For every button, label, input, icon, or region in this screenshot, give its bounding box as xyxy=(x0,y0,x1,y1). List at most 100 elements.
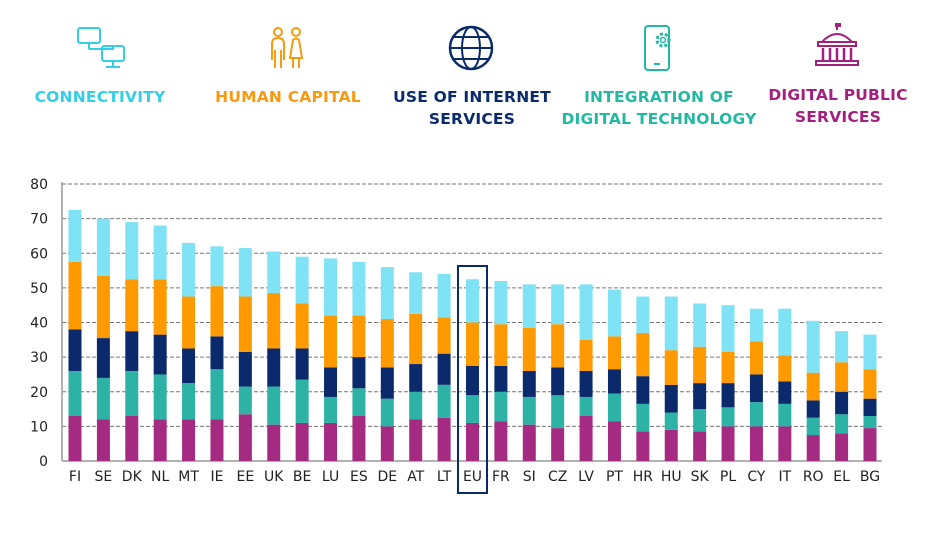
legend-label: INTEGRATION OF xyxy=(584,88,734,106)
x-tick-label: DK xyxy=(122,469,143,485)
bar-segment-hu-1 xyxy=(664,412,678,430)
bar-segment-hr-0 xyxy=(636,431,650,461)
bar-segment-de-0 xyxy=(380,426,394,461)
bar-segment-ie-0 xyxy=(210,419,224,461)
bar-segment-uk-1 xyxy=(267,386,281,425)
bar-segment-hu-0 xyxy=(664,429,678,461)
people-icon xyxy=(271,27,304,68)
legend-label: SERVICES xyxy=(794,108,882,126)
bar-segment-pt-4 xyxy=(607,289,621,337)
bar-segment-de-3 xyxy=(380,319,394,368)
bar-segment-mt-1 xyxy=(182,383,196,420)
bar-segment-de-4 xyxy=(380,267,394,320)
bar-segment-dk-1 xyxy=(125,370,139,416)
bar-segment-at-2 xyxy=(409,364,423,392)
legend-item-digital-public-services: DIGITAL PUBLIC SERVICES xyxy=(728,22,940,128)
x-tick-label: AT xyxy=(407,469,424,485)
x-tick-label: HU xyxy=(661,469,682,485)
x-tick-label: CZ xyxy=(548,469,567,485)
bar-segment-nl-4 xyxy=(153,225,167,280)
bar-segment-fr-2 xyxy=(494,365,508,392)
legend-label: HUMAN CAPITAL xyxy=(215,88,361,106)
bar-segment-lt-1 xyxy=(437,384,451,418)
bar-segment-ie-3 xyxy=(210,286,224,337)
x-tick-label: LT xyxy=(437,469,452,485)
bar-segment-dk-2 xyxy=(125,331,139,371)
x-tick-label: BE xyxy=(293,469,311,485)
bar-segment-bg-0 xyxy=(863,428,877,461)
bar-segment-ee-4 xyxy=(238,248,252,297)
bar-segment-cz-3 xyxy=(551,324,565,368)
bar-segment-be-4 xyxy=(295,256,309,304)
legend-label: DIGITAL TECHNOLOGY xyxy=(561,110,757,128)
bar-segment-it-3 xyxy=(778,355,792,382)
bar-segment-lt-0 xyxy=(437,417,451,461)
x-tick-label: UK xyxy=(264,469,284,485)
bar-segment-si-0 xyxy=(522,424,536,461)
bar-segment-dk-4 xyxy=(125,222,139,280)
bar-segment-si-1 xyxy=(522,396,536,425)
bar-segment-at-0 xyxy=(409,419,423,461)
bar-segment-pt-0 xyxy=(607,421,621,461)
bar-segment-pt-2 xyxy=(607,369,621,394)
bar-segment-eu-0 xyxy=(466,422,479,461)
bar-segment-nl-0 xyxy=(153,419,167,461)
y-tick-label: 50 xyxy=(30,281,48,297)
bar-segment-lt-2 xyxy=(437,353,451,385)
x-tick-label: SE xyxy=(95,469,113,485)
bar-segment-hr-4 xyxy=(636,296,650,333)
bar-segment-ro-1 xyxy=(806,417,820,436)
bar-segment-hu-4 xyxy=(664,296,678,351)
x-tick-label: ES xyxy=(350,469,368,485)
bar-segment-cz-2 xyxy=(551,367,565,396)
y-tick-label: 0 xyxy=(39,454,48,470)
x-tick-label: LV xyxy=(578,469,594,485)
bar-segment-se-1 xyxy=(96,377,110,420)
bar-segment-el-1 xyxy=(835,414,849,434)
x-tick-label: EU xyxy=(463,469,482,485)
x-tick-label: CY xyxy=(747,469,766,485)
bar-segment-eu-3 xyxy=(466,322,479,366)
bar-segment-cz-4 xyxy=(551,284,565,325)
bar-segment-nl-1 xyxy=(153,374,167,420)
y-tick-label: 40 xyxy=(30,316,48,332)
bar-segment-lt-4 xyxy=(437,274,451,318)
bar-segment-fr-1 xyxy=(494,391,508,422)
bar-segment-lu-4 xyxy=(324,258,338,316)
phone-gear-icon xyxy=(644,25,671,71)
bar-segment-lv-4 xyxy=(579,284,593,340)
bar-segment-be-3 xyxy=(295,303,309,349)
bar-segment-se-4 xyxy=(96,218,110,276)
x-tick-label: FR xyxy=(492,469,510,485)
bar-segment-fr-4 xyxy=(494,280,508,325)
x-tick-label: DE xyxy=(378,469,398,485)
bar-segment-el-3 xyxy=(835,362,849,392)
x-tick-label: IE xyxy=(210,469,223,485)
y-tick-label: 20 xyxy=(30,385,48,401)
bar-segment-sk-3 xyxy=(693,346,707,384)
computer-network-icon xyxy=(77,27,125,68)
x-tick-label: FI xyxy=(69,469,81,485)
bar-segment-ie-4 xyxy=(210,246,224,287)
bar-segment-ro-3 xyxy=(806,372,820,401)
bar-segment-bg-4 xyxy=(863,334,877,370)
legend-label: USE OF INTERNET xyxy=(393,88,551,106)
y-tick-label: 60 xyxy=(30,246,48,262)
government-building-icon xyxy=(815,23,859,66)
y-tick-label: 30 xyxy=(30,350,48,366)
bar-segment-pl-3 xyxy=(721,351,735,384)
bar-segment-de-1 xyxy=(380,398,394,427)
bar-segment-cy-0 xyxy=(749,426,763,461)
bar-segment-lu-3 xyxy=(324,315,338,368)
bar-segment-pl-4 xyxy=(721,305,735,352)
legend-item-use-of-internet: USE OF INTERNET SERVICES xyxy=(362,24,582,130)
y-tick-label: 70 xyxy=(30,212,48,228)
legend-label: SERVICES xyxy=(428,110,516,128)
bar-segment-hu-3 xyxy=(664,350,678,385)
bar-segment-at-1 xyxy=(409,391,423,420)
bar-segment-es-3 xyxy=(352,315,366,358)
bar-segment-hr-2 xyxy=(636,376,650,404)
bar-segment-eu-1 xyxy=(466,395,479,423)
y-tick-label: 10 xyxy=(30,419,48,435)
bar-segment-ee-2 xyxy=(238,351,252,387)
